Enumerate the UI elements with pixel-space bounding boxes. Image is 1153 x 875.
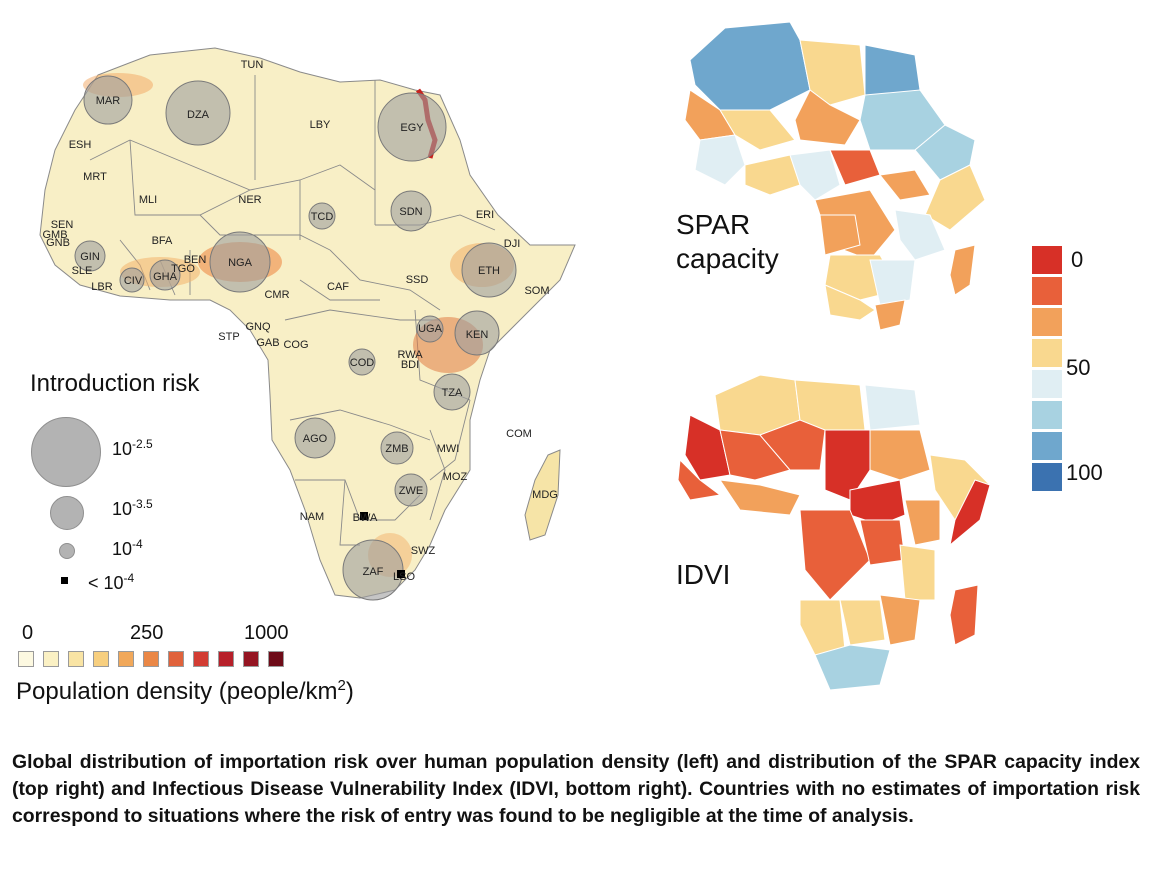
spar-map [684, 21, 986, 331]
country-label: SOM [524, 285, 549, 297]
spar-legend-swatch [1032, 432, 1062, 460]
density-swatch [18, 651, 34, 667]
spar-legend-swatch [1032, 370, 1062, 398]
spar-legend-swatch [1032, 246, 1062, 274]
country-label: TCD [311, 211, 334, 223]
country-label: GNB [46, 237, 70, 249]
country-label: COD [350, 357, 375, 369]
country-label: DJI [504, 238, 521, 250]
country-label: BWA [353, 512, 378, 524]
country-label: MAR [96, 95, 121, 107]
spar-legend-label-50: 50 [1066, 355, 1091, 380]
risk-legend-label-1: 10-2.5 [112, 437, 153, 459]
idvi-map-title: IDVI [676, 559, 731, 590]
country-label: EGY [400, 122, 424, 134]
density-swatch [168, 651, 184, 667]
madagascar-left [524, 449, 561, 541]
spar-map-title: SPAR capacity [676, 209, 779, 274]
country-label: BDI [401, 359, 419, 371]
country-label: TUN [241, 59, 264, 71]
country-labels-left: TUN MAR DZA LBY EGY ESH MRT MLI NER TCD SDN ERI DJI S… [42, 59, 557, 583]
country-label: UGA [418, 323, 443, 335]
country-label: TGO [171, 263, 195, 275]
country-label: BFA [152, 235, 173, 247]
spar-legend-label-100: 100 [1066, 460, 1103, 485]
country-label: KEN [466, 329, 489, 341]
density-tick-1000: 1000 [244, 622, 289, 644]
country-label: LBY [310, 119, 331, 131]
risk-bubbles [74, 75, 517, 601]
country-label: GAB [256, 337, 279, 349]
risk-legend-label-3: 10-4 [112, 537, 143, 559]
country-label: ZAF [363, 566, 384, 578]
maps-svg: TUN MAR DZA LBY EGY ESH MRT MLI NER TCD SDN ERI DJI S… [39, 21, 991, 691]
country-label: NER [238, 194, 261, 206]
density-swatch [243, 651, 259, 667]
country-label: LBR [91, 281, 112, 293]
country-label: MOZ [443, 471, 468, 483]
density-swatch [118, 651, 134, 667]
country-label: NAM [300, 511, 324, 523]
country-label: ESH [69, 139, 92, 151]
figure-caption: Global distribution of importation risk … [12, 751, 1140, 827]
country-label: MRT [83, 171, 107, 183]
country-label: ZMB [385, 443, 408, 455]
density-swatch [93, 651, 109, 667]
country-label: CAF [327, 281, 349, 293]
country-label: COG [283, 339, 308, 351]
country-label: CMR [264, 289, 289, 301]
country-label: MDG [532, 489, 558, 501]
country-label: DZA [187, 109, 210, 121]
country-label: BEN [184, 254, 207, 266]
risk-legend-label-4: < 10-4 [88, 571, 135, 593]
country-label: SEN [51, 219, 74, 231]
country-label: RWA [397, 349, 423, 361]
left-africa-map: TUN MAR DZA LBY EGY ESH MRT MLI NER TCD SDN ERI DJI S… [39, 47, 576, 601]
country-label: GMB [42, 229, 67, 241]
density-swatch [143, 651, 159, 667]
risk-legend-square [61, 577, 68, 584]
spar-legend-swatch [1032, 401, 1062, 429]
spar-legend-label-0: 0 [1071, 247, 1084, 272]
country-label: COM [506, 428, 532, 440]
density-tick-250: 250 [130, 622, 164, 644]
density-swatch [43, 651, 59, 667]
country-label: LSO [393, 571, 415, 583]
country-label: CIV [124, 275, 143, 287]
country-label: NGA [228, 257, 253, 269]
density-swatch [268, 651, 284, 667]
idvi-map [677, 374, 991, 691]
bwa-marker [360, 512, 368, 520]
country-label: SSD [406, 274, 429, 286]
country-label: GIN [80, 251, 100, 263]
country-label: GNQ [245, 321, 271, 333]
country-label: ERI [476, 209, 494, 221]
country-label: SDN [399, 206, 422, 218]
density-title: Population density (people/km2) [16, 677, 354, 705]
country-label: GHA [153, 271, 178, 283]
country-label: MLI [139, 194, 157, 206]
country-label: ZWE [399, 485, 423, 497]
spar-legend-swatch [1032, 308, 1062, 336]
lso-marker [397, 570, 405, 578]
risk-legend-bubble-small [59, 543, 75, 559]
density-tick-0: 0 [22, 622, 34, 644]
country-label: TZA [442, 387, 463, 399]
spar-legend-swatch [1032, 463, 1062, 491]
country-label: STP [218, 331, 239, 343]
density-swatch [218, 651, 234, 667]
country-label: AGO [303, 433, 328, 445]
country-label: SLE [72, 265, 93, 277]
country-label: ETH [478, 265, 500, 277]
risk-legend-label-2: 10-3.5 [112, 497, 153, 519]
risk-legend-bubble-large [31, 417, 101, 487]
density-swatch [193, 651, 209, 667]
risk-legend-bubble-medium [50, 496, 84, 530]
country-label: MWI [437, 443, 460, 455]
country-label: SWZ [411, 545, 436, 557]
spar-legend-swatch [1032, 277, 1062, 305]
density-swatch [68, 651, 84, 667]
spar-legend-swatch [1032, 339, 1062, 367]
introduction-risk-title: Introduction risk [30, 370, 200, 397]
